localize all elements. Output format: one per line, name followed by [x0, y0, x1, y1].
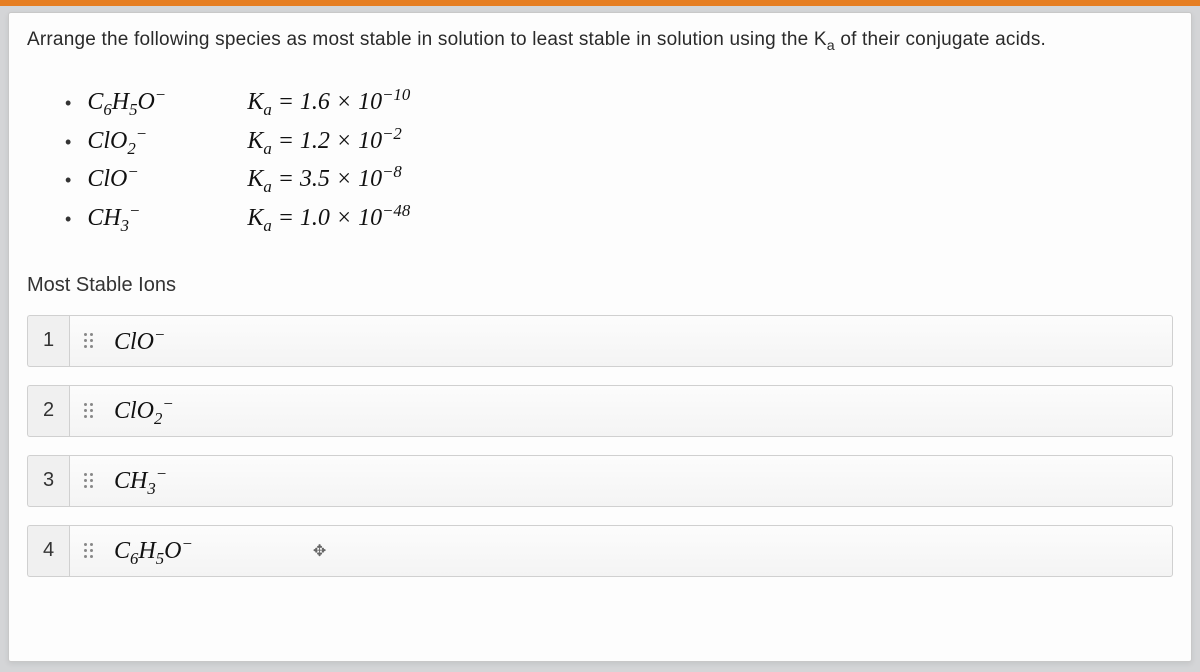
species-formula: CH3− [87, 201, 247, 236]
species-item: ClO− Ka = 3.5 × 10−8 [65, 162, 1173, 197]
rank-row: 2 ClO2− [27, 385, 1173, 437]
move-cursor-icon: ✥ [313, 541, 326, 561]
rank-number: 3 [27, 455, 69, 507]
rank-number: 2 [27, 385, 69, 437]
accent-bar [0, 0, 1200, 6]
species-ka: Ka = 1.6 × 10−10 [247, 85, 410, 120]
slot-formula: ClO2− [114, 394, 174, 429]
species-item: CH3− Ka = 1.0 × 10−48 [65, 201, 1173, 236]
rank-row: 1 ClO− [27, 315, 1173, 367]
question-prompt: Arrange the following species as most st… [27, 27, 1173, 57]
rank-number: 4 [27, 525, 69, 577]
slot-formula: C6H5O− [114, 534, 193, 569]
drag-handle-icon[interactable] [80, 401, 96, 421]
species-formula: ClO2− [87, 124, 247, 159]
drag-handle-icon[interactable] [80, 541, 96, 561]
rank-slot[interactable]: ClO− [69, 315, 1173, 367]
rank-row: 3 CH3− [27, 455, 1173, 507]
species-item: ClO2− Ka = 1.2 × 10−2 [65, 124, 1173, 159]
drag-handle-icon[interactable] [80, 331, 96, 351]
species-formula: ClO− [87, 162, 247, 193]
species-list: C6H5O− Ka = 1.6 × 10−10 ClO2− Ka = 1.2 ×… [65, 85, 1173, 236]
slot-formula: CH3− [114, 464, 167, 499]
slot-formula: ClO− [114, 325, 165, 356]
prompt-text-after: of their conjugate acids. [835, 29, 1046, 50]
rank-slot[interactable]: C6H5O− ✥ [69, 525, 1173, 577]
species-ka: Ka = 1.2 × 10−2 [247, 124, 402, 159]
species-ka: Ka = 1.0 × 10−48 [247, 201, 410, 236]
rank-row: 4 C6H5O− ✥ [27, 525, 1173, 577]
question-card: Arrange the following species as most st… [8, 12, 1192, 662]
rank-number: 1 [27, 315, 69, 367]
rank-slot[interactable]: ClO2− [69, 385, 1173, 437]
species-ka: Ka = 3.5 × 10−8 [247, 162, 402, 197]
rank-slot[interactable]: CH3− [69, 455, 1173, 507]
prompt-text-before: Arrange the following species as most st… [27, 29, 827, 50]
ranking-container: 1 ClO− 2 ClO2− 3 CH3− 4 C6H5O− [27, 315, 1173, 577]
prompt-sub: a [827, 38, 835, 54]
section-label: Most Stable Ions [27, 274, 1173, 297]
species-formula: C6H5O− [87, 85, 247, 120]
drag-handle-icon[interactable] [80, 471, 96, 491]
species-item: C6H5O− Ka = 1.6 × 10−10 [65, 85, 1173, 120]
